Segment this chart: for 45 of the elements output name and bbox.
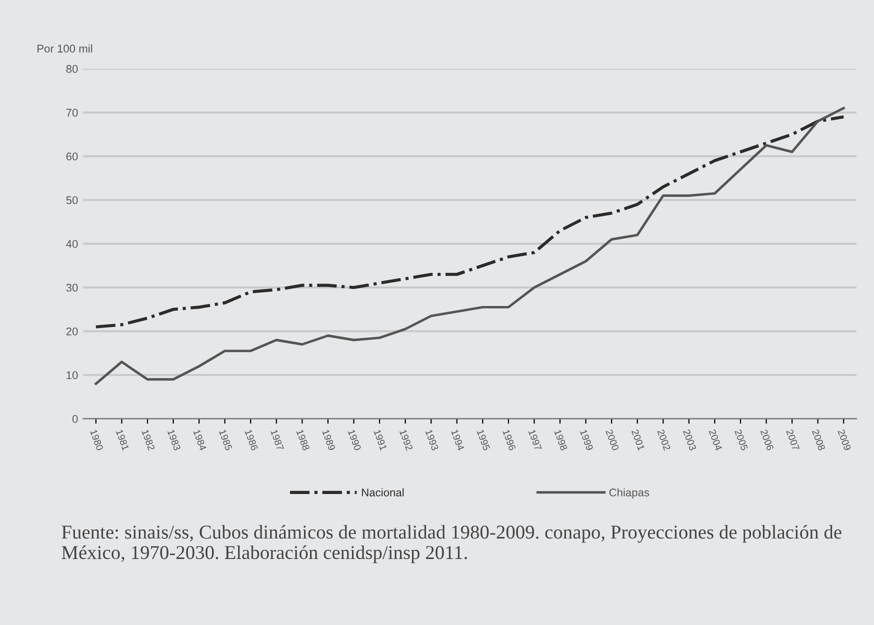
x-tick-label: 1985 [218, 429, 232, 451]
line-series [94, 106, 845, 385]
y-tick-label: 20 [66, 328, 78, 336]
x-tick-label: 2000 [606, 429, 620, 451]
y-tick-label: 40 [66, 240, 78, 248]
x-tick-label: 2006 [760, 429, 774, 451]
x-tick-label: 1981 [116, 429, 130, 451]
source-note: Fuente: sinais/ss, Cubos dinámicos de mortalidad 1980-2009. conapo, Proyecciones de población de México, 1970-2030. Elaboración cenidsp/insp 2011. [62, 525, 842, 564]
x-tick-label: 2003 [682, 429, 696, 451]
x-tick-label: 1995 [476, 429, 490, 451]
x-tick-label: 1997 [528, 429, 542, 451]
x-tick-label: 1988 [296, 429, 310, 451]
x-tick-label: 1984 [193, 429, 207, 451]
x-tick-label: 1986 [244, 429, 258, 451]
x-tick-label: 2007 [786, 429, 800, 451]
x-tick-label: 1983 [167, 429, 181, 451]
line-series [94, 115, 846, 328]
text: Nacional [362, 488, 404, 496]
x-tick-label: 1994 [450, 429, 464, 451]
text: Chiapas [609, 488, 650, 499]
y-tick-label: 30 [66, 284, 78, 292]
y-tick-label: 10 [66, 371, 78, 380]
y-tick-label: 70 [66, 108, 78, 117]
x-tick-label: 2004 [708, 429, 722, 451]
y-tick-label: 0 [72, 415, 78, 423]
x-tick-label: 2005 [734, 429, 748, 451]
x-tick-label: 1990 [348, 429, 362, 451]
y-tick-label: 60 [66, 152, 78, 160]
x-tick-label: 1992 [399, 429, 413, 451]
x-tick-label: 1980 [90, 429, 104, 451]
x-tick-label: 2001 [631, 429, 645, 451]
y-tick-label: 50 [66, 196, 78, 204]
y-axis-title: Por 100 mil [38, 44, 92, 53]
y-tick-label: 80 [66, 65, 78, 73]
x-tick-label: 1991 [374, 429, 388, 451]
x-tick-label: 1982 [142, 429, 156, 451]
x-tick-label: 2002 [657, 429, 671, 451]
x-tick-label: 1993 [425, 429, 439, 451]
x-tick-label: 2009 [838, 429, 852, 451]
x-tick-label: 1987 [270, 429, 284, 451]
x-tick-label: 1996 [502, 429, 516, 451]
x-tick-label: 1989 [322, 429, 336, 451]
x-tick-label: 1998 [554, 429, 568, 451]
x-tick-label: 2008 [812, 429, 826, 451]
x-tick-label: 1999 [580, 429, 594, 451]
